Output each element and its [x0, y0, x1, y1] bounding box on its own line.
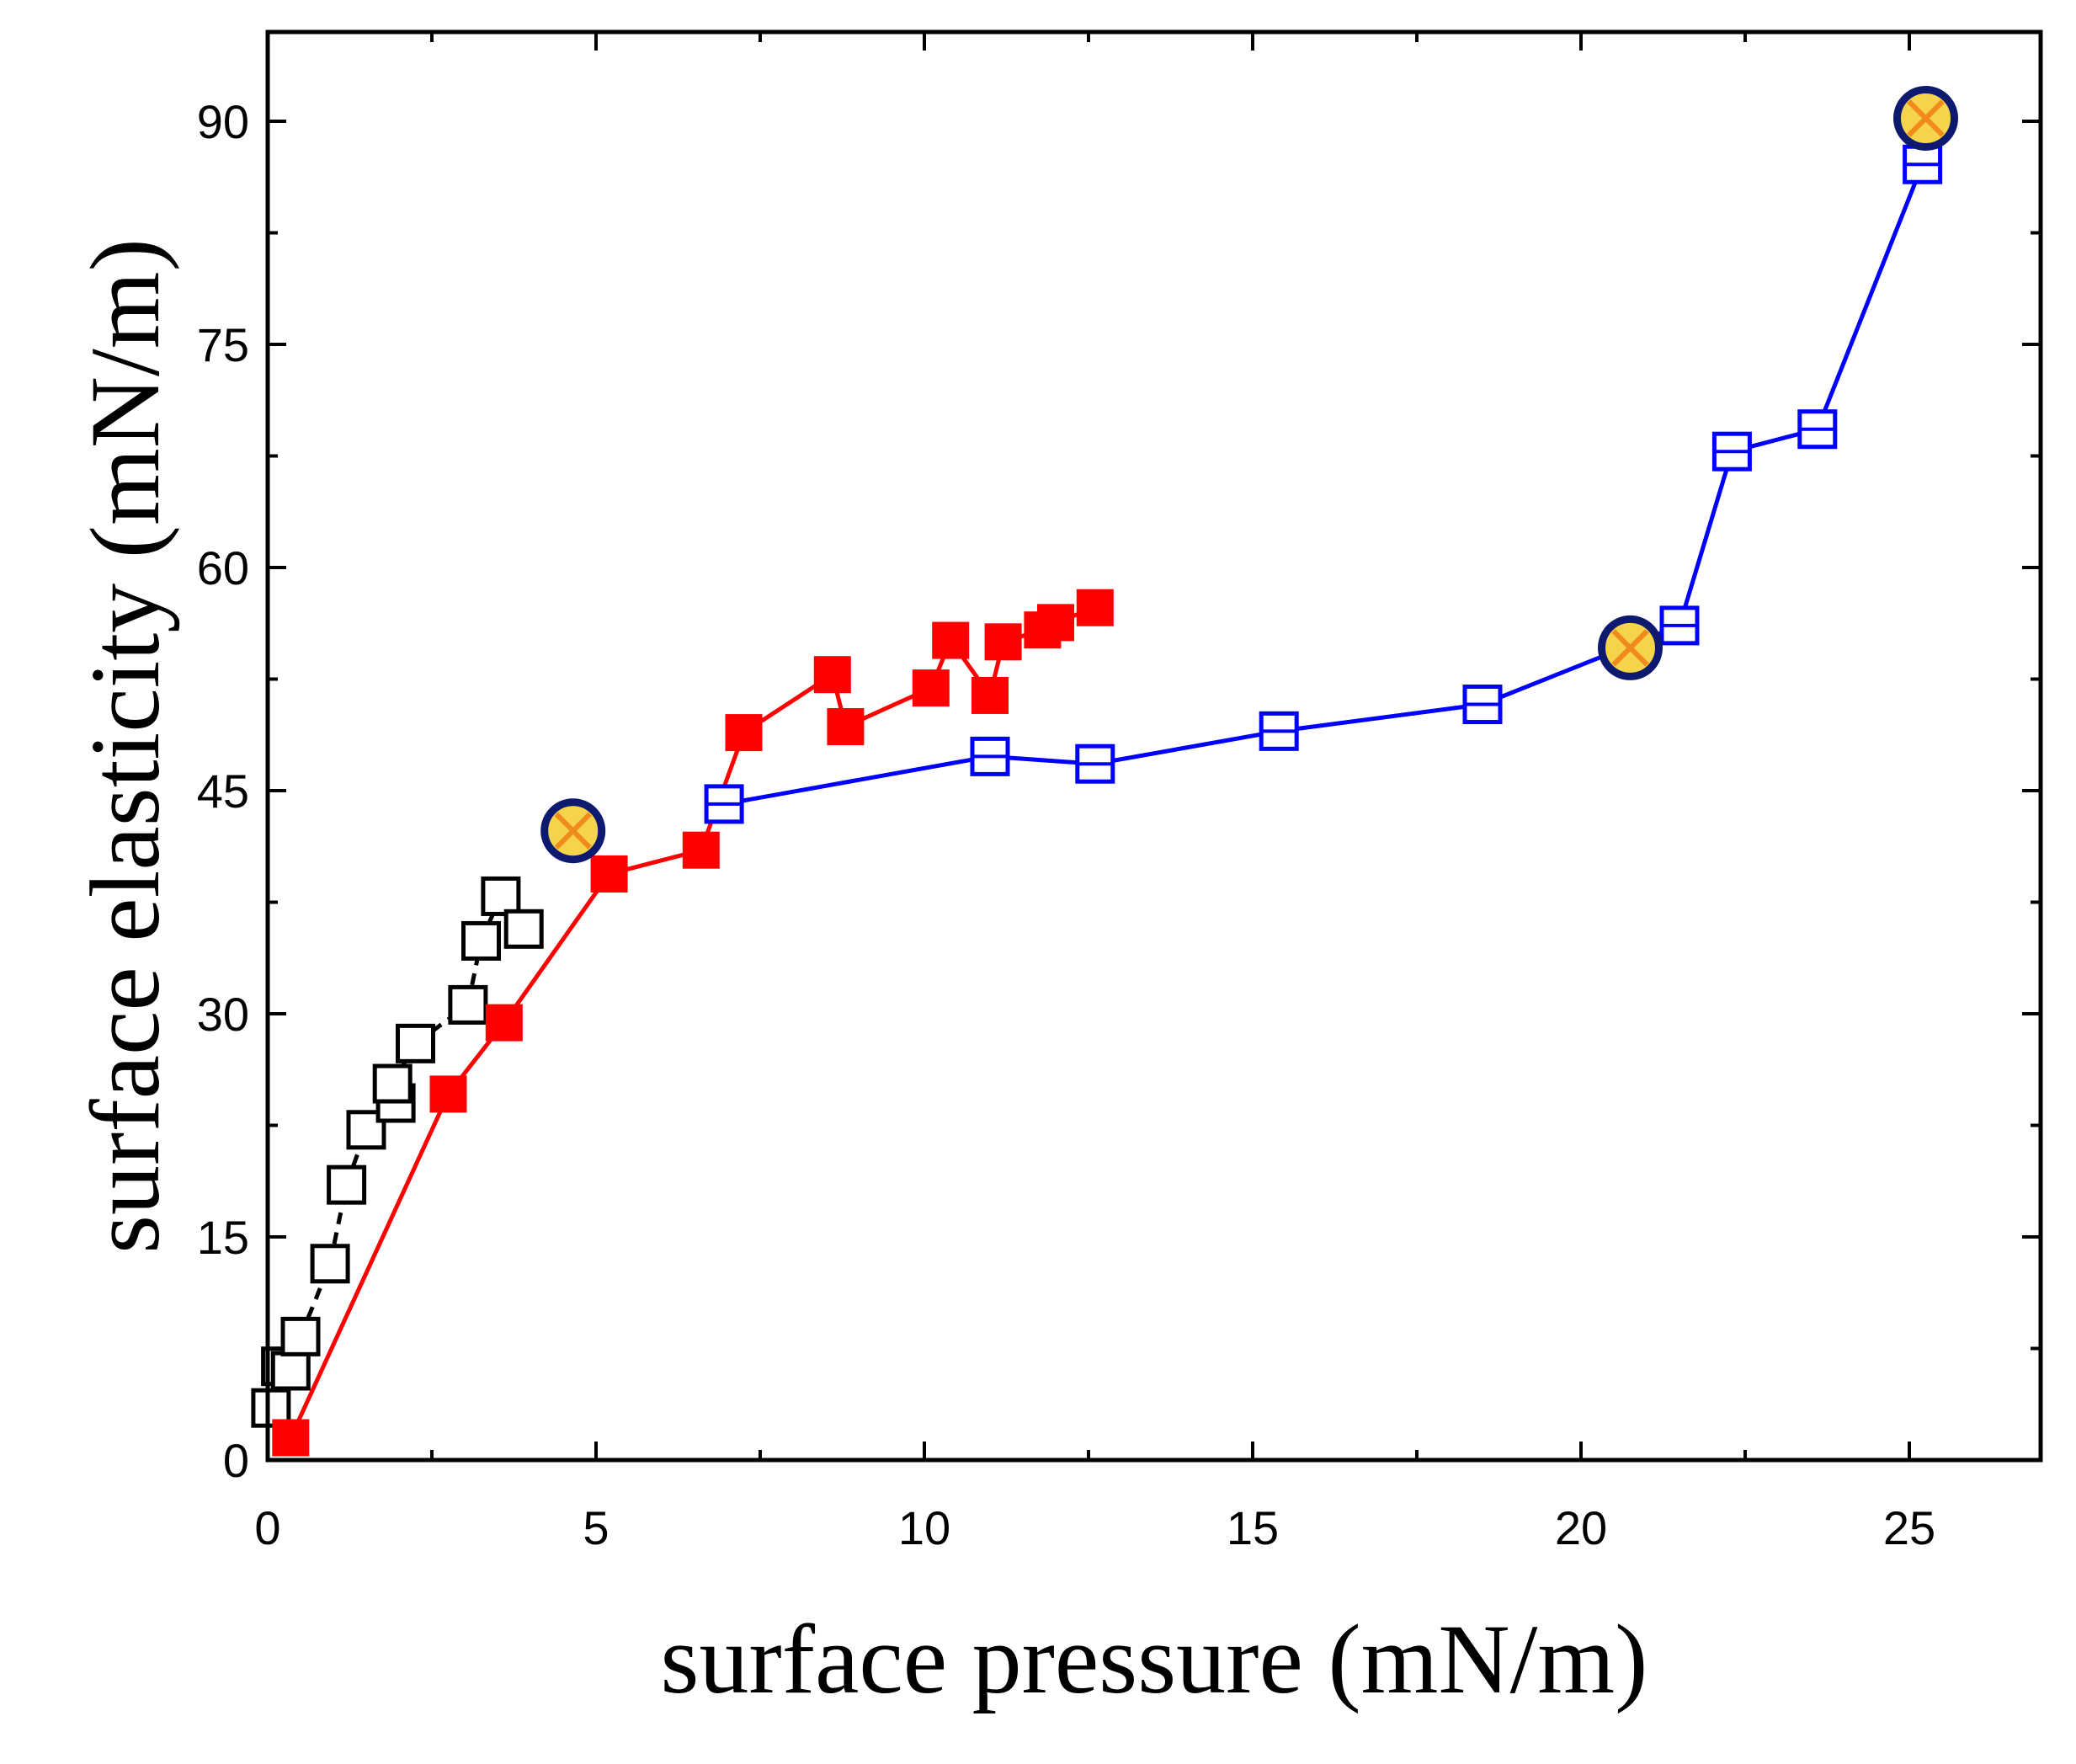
- highlight-cross: [1611, 629, 1649, 667]
- series-3-segment: [1677, 450, 1734, 626]
- x-tick-label: 0: [254, 1501, 280, 1554]
- series-1-point: [503, 909, 544, 949]
- series-2-segment: [502, 872, 611, 1025]
- y-tick-label: 15: [197, 1211, 249, 1264]
- highlight-cross: [1907, 99, 1945, 137]
- series-1-point: [280, 1316, 321, 1356]
- series-2-point: [485, 1004, 523, 1042]
- series-3-segment: [1094, 728, 1280, 766]
- series-1-point: [327, 1164, 367, 1205]
- x-tick-label: 15: [1227, 1501, 1279, 1554]
- series-2-point: [827, 708, 865, 746]
- chart-series-layer: [251, 85, 1958, 1457]
- series-1-point: [346, 1110, 386, 1150]
- series-2-point: [725, 714, 763, 752]
- series-2-point: [590, 855, 628, 893]
- series-1-point: [251, 1388, 291, 1428]
- series-2-point: [813, 656, 851, 694]
- series-2-point: [912, 669, 950, 707]
- series-3-segment: [1278, 702, 1483, 733]
- highlight-cross: [554, 812, 592, 850]
- series-1-point: [310, 1244, 350, 1284]
- y-tick-label: 0: [223, 1434, 249, 1487]
- series-1-point: [396, 1023, 435, 1063]
- series-3-segment: [1815, 163, 1924, 430]
- series-1-point: [448, 984, 488, 1025]
- y-tick-label: 90: [197, 95, 249, 148]
- series-2-point: [429, 1075, 467, 1113]
- series-2-point: [1037, 604, 1074, 642]
- series-1-point: [372, 1063, 413, 1104]
- series-2-point: [932, 621, 970, 659]
- x-tick-label: 10: [898, 1501, 950, 1554]
- y-tick-label: 30: [197, 988, 249, 1041]
- x-axis-title: surface pressure (mN/m): [661, 1604, 1648, 1714]
- series-3-segment: [723, 754, 991, 807]
- plot-frame: [265, 29, 2043, 1463]
- y-tick-label: 75: [197, 318, 249, 371]
- x-tick-label: 25: [1883, 1501, 1935, 1554]
- series-1-point: [270, 1351, 311, 1391]
- x-tick-label: 5: [583, 1501, 609, 1554]
- series-2-point: [272, 1419, 310, 1457]
- series-1-point: [481, 876, 521, 916]
- x-tick-label: 20: [1555, 1501, 1607, 1554]
- y-axis-title: surface elasticity (mN/m): [70, 238, 180, 1254]
- chart-axes-layer: 0 5 10 15 20 25 0 15 30 45 60 75 90: [197, 32, 2041, 1554]
- series-2-point: [971, 676, 1009, 714]
- y-tick-label: 45: [197, 765, 249, 818]
- series-1-point: [461, 920, 501, 961]
- series-2-point: [682, 831, 720, 869]
- series-2-segment: [289, 1093, 450, 1439]
- y-tick-label: 60: [197, 541, 249, 594]
- series-2-point: [1076, 589, 1114, 626]
- series-2-point: [984, 623, 1022, 661]
